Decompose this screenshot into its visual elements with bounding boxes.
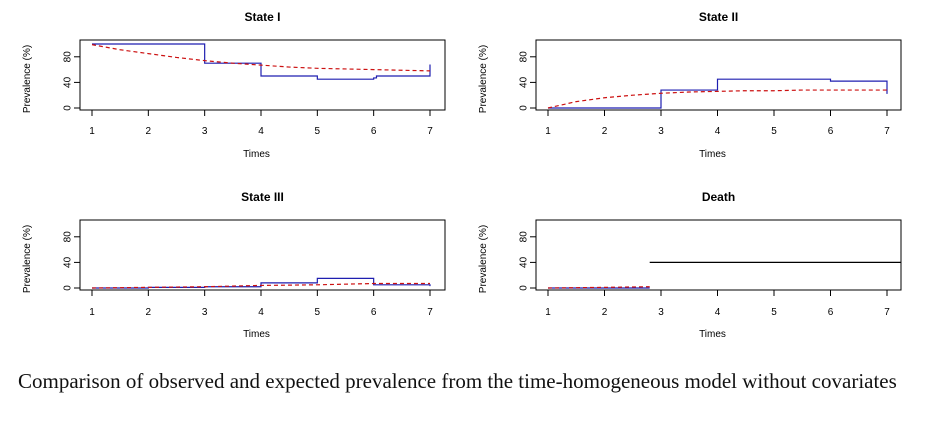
- x-tick-label: 3: [658, 307, 664, 318]
- x-tick-label: 6: [828, 307, 834, 318]
- y-tick-label: 80: [519, 231, 530, 243]
- expected-prevalence-line: [547, 286, 650, 289]
- chart-title: State III: [241, 190, 284, 204]
- y-tick-label: 0: [63, 105, 74, 111]
- x-tick-label: 5: [315, 307, 321, 318]
- figure-caption: Comparison of observed and expected prev…: [18, 369, 897, 393]
- x-tick-label: 1: [89, 307, 95, 318]
- y-tick-label: 40: [63, 256, 74, 268]
- x-tick-label: 7: [884, 126, 890, 137]
- y-tick-label: 80: [63, 51, 74, 63]
- x-tick-label: 2: [146, 126, 152, 137]
- x-tick-label: 5: [315, 126, 321, 137]
- y-tick-label: 40: [519, 76, 530, 88]
- chart-title: State II: [699, 10, 738, 24]
- plot-frame: [79, 39, 446, 111]
- observed-prevalence-line: [548, 78, 888, 109]
- y-axis-label: Prevalence (%): [22, 45, 33, 113]
- x-tick-label: 5: [771, 307, 777, 318]
- x-tick-label: 1: [89, 126, 95, 137]
- x-tick-label: 4: [258, 126, 264, 137]
- plot-frame: [79, 219, 446, 291]
- expected-prevalence-line: [547, 89, 887, 109]
- x-tick-label: 3: [202, 126, 208, 137]
- x-tick-label: 5: [771, 126, 777, 137]
- x-tick-label: 7: [884, 307, 890, 318]
- x-tick-label: 1: [545, 126, 551, 137]
- x-tick-label: 3: [658, 126, 664, 137]
- x-tick-label: 4: [258, 307, 264, 318]
- y-tick-label: 80: [63, 231, 74, 243]
- chart-title: State I: [244, 10, 280, 24]
- y-tick-label: 40: [63, 76, 74, 88]
- x-tick-label: 6: [371, 307, 377, 318]
- x-axis-label: Times: [243, 329, 270, 340]
- expected-prevalence-line: [91, 44, 431, 72]
- x-tick-label: 2: [602, 126, 608, 137]
- x-tick-label: 7: [427, 126, 433, 137]
- observed-prevalence-line: [92, 43, 431, 80]
- expected-prevalence-line: [91, 282, 430, 289]
- x-axis-label: Times: [699, 329, 726, 340]
- y-axis-label: Prevalence (%): [22, 225, 33, 293]
- panel-2: State III 1 2 3 4 5 6 7 0 40 80 Times Prevalence (%): [22, 190, 446, 340]
- x-tick-label: 6: [828, 126, 834, 137]
- y-tick-label: 40: [519, 256, 530, 268]
- plot-frame: [535, 219, 902, 291]
- x-axis-label: Times: [699, 149, 726, 160]
- chart-title: Death: [702, 190, 735, 204]
- y-tick-label: 0: [519, 105, 530, 111]
- x-tick-label: 6: [371, 126, 377, 137]
- x-tick-label: 3: [202, 307, 208, 318]
- panel-0: State I 1 2 3 4 5 6 7 0 40 80 Times Prevalence (%): [22, 10, 446, 160]
- x-tick-label: 2: [602, 307, 608, 318]
- x-axis-label: Times: [243, 149, 270, 160]
- x-tick-label: 4: [715, 307, 721, 318]
- x-tick-label: 7: [427, 307, 433, 318]
- y-tick-label: 0: [63, 285, 74, 291]
- y-axis-label: Prevalence (%): [478, 225, 489, 293]
- x-tick-label: 1: [545, 307, 551, 318]
- y-axis-label: Prevalence (%): [478, 45, 489, 113]
- y-tick-label: 0: [519, 285, 530, 291]
- panel-1: State II 1 2 3 4 5 6 7 0 40 80 Times Prevalence (%): [478, 10, 902, 160]
- x-tick-label: 2: [146, 307, 152, 318]
- x-tick-label: 4: [715, 126, 721, 137]
- panel-3: Death 1 2 3 4 5 6 7 0 40 80 Times Prevalence (%): [478, 190, 902, 340]
- y-tick-label: 80: [519, 51, 530, 63]
